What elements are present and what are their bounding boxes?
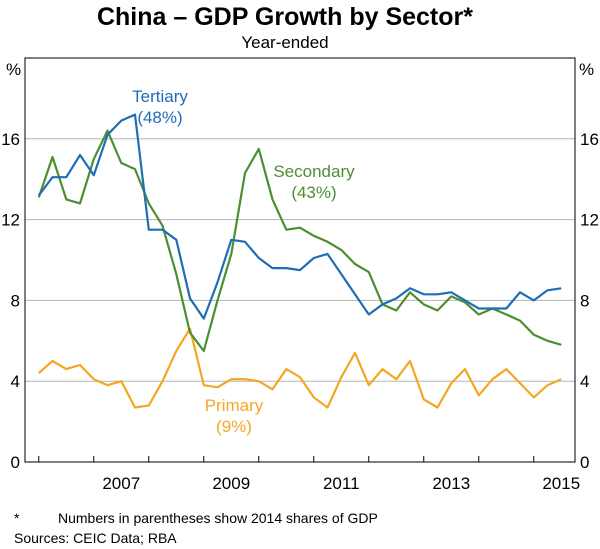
y-tick-left-4: 4 bbox=[11, 372, 20, 391]
series-line-primary bbox=[38, 327, 562, 409]
footnote-sources: Sources: CEIC Data; RBA bbox=[14, 530, 177, 546]
y-unit-right: % bbox=[579, 60, 594, 79]
label-secondary-name: Secondary bbox=[273, 162, 355, 181]
y-axis-left-labels: 0 4 8 12 16 bbox=[1, 130, 20, 472]
x-tick-label-2013: 2013 bbox=[432, 474, 470, 493]
x-axis-labels: 2007 2009 2011 2013 2015 bbox=[102, 474, 580, 493]
x-tick-label-2015: 2015 bbox=[542, 474, 580, 493]
x-tick-label-2009: 2009 bbox=[212, 474, 250, 493]
y-tick-right-12: 12 bbox=[580, 211, 599, 230]
plot-frame bbox=[24, 57, 576, 463]
y-tick-right-16: 16 bbox=[580, 130, 599, 149]
x-tick-marks bbox=[38, 456, 535, 462]
label-tertiary-name: Tertiary bbox=[132, 87, 188, 106]
y-tick-left-8: 8 bbox=[11, 291, 20, 310]
y-unit-left: % bbox=[6, 60, 21, 79]
gridlines bbox=[25, 138, 575, 382]
footnote-note-text: Numbers in parentheses show 2014 shares … bbox=[58, 510, 378, 526]
series-lines bbox=[37, 113, 562, 409]
chart-title: China – GDP Growth by Sector* bbox=[97, 3, 473, 31]
series-line-tertiary bbox=[37, 113, 562, 320]
y-tick-left-12: 12 bbox=[1, 211, 20, 230]
label-tertiary-share: (48%) bbox=[137, 108, 182, 127]
y-tick-right-0: 0 bbox=[580, 453, 589, 472]
x-tick-label-2011: 2011 bbox=[323, 474, 360, 493]
label-secondary-share: (43%) bbox=[291, 183, 336, 202]
footnote-star: * bbox=[14, 510, 20, 526]
label-primary-name: Primary bbox=[205, 396, 264, 415]
y-tick-left-16: 16 bbox=[1, 130, 20, 149]
y-tick-right-4: 4 bbox=[580, 372, 589, 391]
y-tick-right-8: 8 bbox=[580, 291, 589, 310]
footnote-note: * Numbers in parentheses show 2014 shares… bbox=[14, 510, 378, 526]
y-tick-left-0: 0 bbox=[11, 453, 20, 472]
chart-subtitle: Year-ended bbox=[241, 33, 328, 52]
y-axis-right-labels: 0 4 8 12 16 bbox=[580, 130, 599, 472]
chart: China – GDP Growth by Sector* Year-ended… bbox=[1, 3, 599, 493]
series-line-secondary bbox=[37, 129, 562, 352]
label-primary-share: (9%) bbox=[216, 417, 252, 436]
x-tick-label-2007: 2007 bbox=[102, 474, 140, 493]
